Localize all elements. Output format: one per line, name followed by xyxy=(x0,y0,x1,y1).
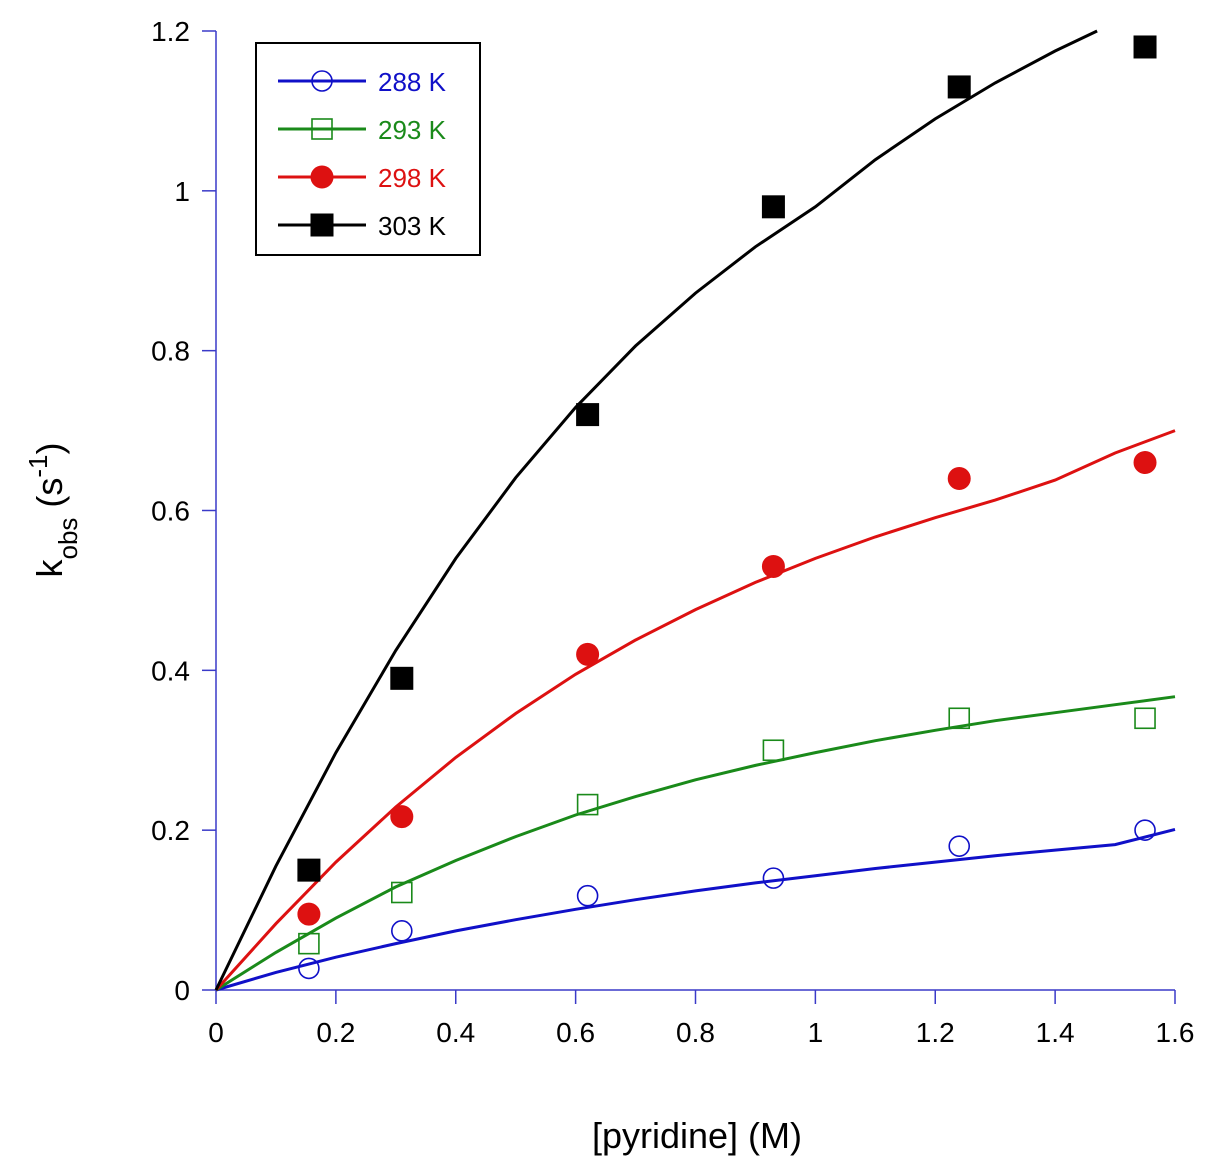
point-288-k xyxy=(298,957,320,980)
y-axis-title-main: k xyxy=(29,559,70,578)
x-tick-label: 1.4 xyxy=(1036,1017,1075,1048)
y-tick-label: 0.4 xyxy=(151,655,190,686)
data-markers xyxy=(297,35,1157,980)
fit-line-293-k xyxy=(215,695,1176,992)
legend-marker-293-k xyxy=(311,118,333,140)
y-tick-label: 1.2 xyxy=(151,16,190,47)
y-axis-title-sub: obs xyxy=(53,518,83,560)
point-303-k xyxy=(1133,35,1157,59)
point-298-k xyxy=(297,902,321,926)
x-tick-label: 0 xyxy=(208,1017,224,1048)
point-293-k xyxy=(762,739,785,762)
legend-box xyxy=(255,42,481,256)
point-303-k xyxy=(576,403,600,427)
y-tick-label: 0 xyxy=(174,975,190,1006)
y-axis-title: kobs (s-1) xyxy=(23,442,83,577)
y-tick-label: 0.6 xyxy=(151,496,190,527)
point-293-k xyxy=(1134,707,1156,730)
axes: 0 0.2 0.4 0.6 0.8 1 1.2 1.4 1.6 0 0.2 0.4 0.6 0.8 1 1.2 xyxy=(151,16,1194,1048)
legend-marker-298-k xyxy=(310,165,334,189)
point-288-k xyxy=(576,884,599,907)
point-298-k xyxy=(1133,451,1157,475)
y-axis-title-unit: (s xyxy=(29,478,70,518)
x-tick-label: 0.6 xyxy=(556,1017,595,1048)
x-tick-label: 0.4 xyxy=(436,1017,475,1048)
point-293-k xyxy=(298,932,320,955)
point-303-k xyxy=(947,75,971,99)
point-288-k xyxy=(1134,819,1156,841)
legend-label-288-k: 288 K xyxy=(378,67,447,97)
y-tick-label: 0.8 xyxy=(151,336,190,367)
point-293-k xyxy=(391,881,413,904)
point-303-k xyxy=(761,195,785,219)
fit-line-303-k xyxy=(214,29,1098,991)
point-298-k xyxy=(576,642,600,666)
legend-marker-303-k xyxy=(310,213,334,237)
point-293-k xyxy=(576,793,599,816)
fit-line-288-k xyxy=(215,827,1176,992)
y-axis-title-sup: -1 xyxy=(23,454,53,477)
legend-label-303-k: 303 K xyxy=(378,211,447,241)
x-tick-label: 1.6 xyxy=(1156,1017,1195,1048)
x-tick-label: 1 xyxy=(808,1017,824,1048)
y-tick-label: 1 xyxy=(174,176,190,207)
point-288-k xyxy=(391,920,413,942)
point-303-k xyxy=(390,666,414,690)
x-axis-title: [pyridine] (M) xyxy=(592,1115,802,1156)
legend-label-293-k: 293 K xyxy=(378,115,447,145)
x-tick-label: 0.2 xyxy=(316,1017,355,1048)
y-tick-label: 0.2 xyxy=(151,815,190,846)
point-293-k xyxy=(948,707,971,730)
point-303-k xyxy=(297,858,321,882)
point-298-k xyxy=(947,467,971,491)
fit-curves xyxy=(214,29,1176,992)
point-288-k xyxy=(948,835,971,857)
x-tick-label: 0.8 xyxy=(676,1017,715,1048)
point-288-k xyxy=(762,867,785,889)
point-298-k xyxy=(761,554,785,578)
legend-marker-288-k xyxy=(311,70,333,92)
legend: 288 K 293 K 298 K 303 K xyxy=(255,42,481,256)
y-axis-title-close: ) xyxy=(29,442,70,454)
fit-line-298-k xyxy=(214,429,1176,992)
legend-label-298-k: 298 K xyxy=(378,163,447,193)
point-298-k xyxy=(390,805,414,829)
x-tick-label: 1.2 xyxy=(916,1017,955,1048)
